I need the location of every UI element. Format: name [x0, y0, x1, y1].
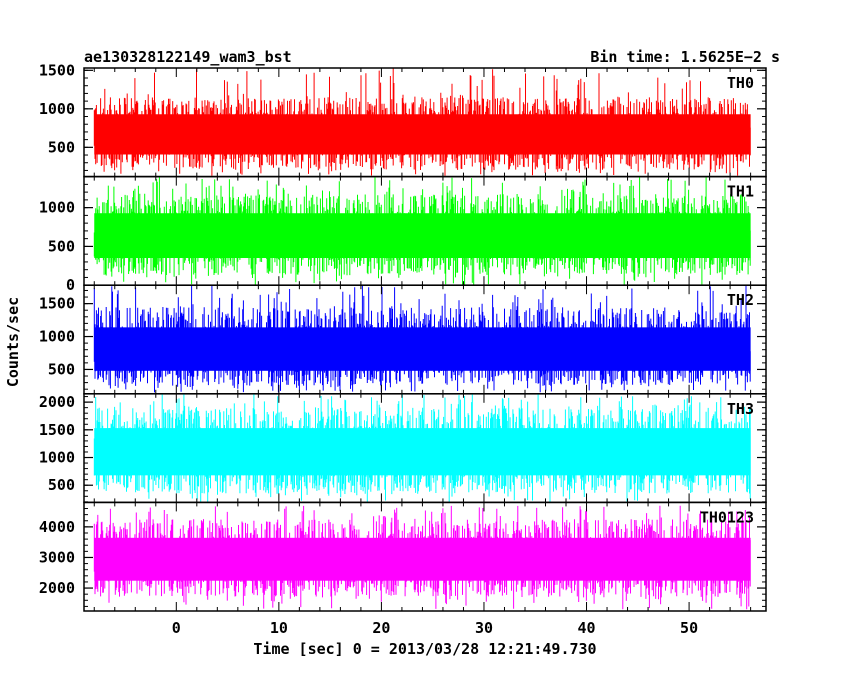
y-tick-label: 1000 — [39, 328, 75, 346]
x-tick-label: 30 — [475, 619, 493, 637]
y-tick-label: 1000 — [39, 100, 75, 118]
y-tick-label: 3000 — [39, 548, 75, 566]
panel-label-th2: TH2 — [727, 291, 754, 309]
series-th3-core — [94, 428, 751, 476]
y-tick-label: 500 — [48, 138, 75, 156]
y-tick-label: 0 — [66, 276, 75, 294]
panel-th1: 0 500 1000 TH1 — [39, 175, 767, 294]
y-tick-label: 1500 — [39, 61, 75, 79]
y-tick-label: 2000 — [39, 393, 75, 411]
series-th0-core — [94, 114, 751, 155]
panel-label-th0123: TH0123 — [700, 508, 754, 526]
panel-frame — [83, 501, 767, 612]
x-axis: 0 10 20 30 40 50 — [172, 619, 698, 637]
panel-th0: 500 1000 1500 TH0 — [39, 61, 767, 178]
bin-time-label: Bin time: 1.5625E−2 s — [590, 48, 780, 66]
y-tick-label: 4000 — [39, 518, 75, 536]
panel-th2: 500 1000 1500 TH2 — [39, 284, 767, 395]
y-tick-label: 500 — [48, 237, 75, 255]
panel-label-th3: TH3 — [727, 400, 754, 418]
panel-th3: 500 1000 1500 2000 TH3 — [39, 393, 767, 504]
y-tick-label: 1500 — [39, 421, 75, 439]
x-tick-label: 40 — [577, 619, 595, 637]
x-tick-label: 10 — [270, 619, 288, 637]
y-tick-label: 500 — [48, 476, 75, 494]
x-axis-title: Time [sec] 0 = 2013/03/28 12:21:49.730 — [253, 640, 596, 658]
y-tick-label: 1000 — [39, 199, 75, 217]
panel-label-th0: TH0 — [727, 74, 754, 92]
y-tick-label: 2000 — [39, 579, 75, 597]
observation-id-title: ae130328122149_wam3_bst — [84, 48, 292, 66]
x-tick-label: 50 — [680, 619, 698, 637]
y-tick-label: 1000 — [39, 449, 75, 467]
x-tick-label: 20 — [372, 619, 390, 637]
series-th0123-core — [94, 537, 751, 581]
x-tick-label: 0 — [172, 619, 181, 637]
y-tick-label: 1500 — [39, 295, 75, 313]
panel-th0123: 2000 3000 4000 TH0123 — [39, 501, 767, 612]
series-th1-core — [94, 213, 751, 259]
y-axis-title: Counts/sec — [4, 297, 22, 387]
y-tick-label: 500 — [48, 360, 75, 378]
series-th2-core — [94, 327, 751, 371]
panel-label-th1: TH1 — [727, 183, 754, 201]
